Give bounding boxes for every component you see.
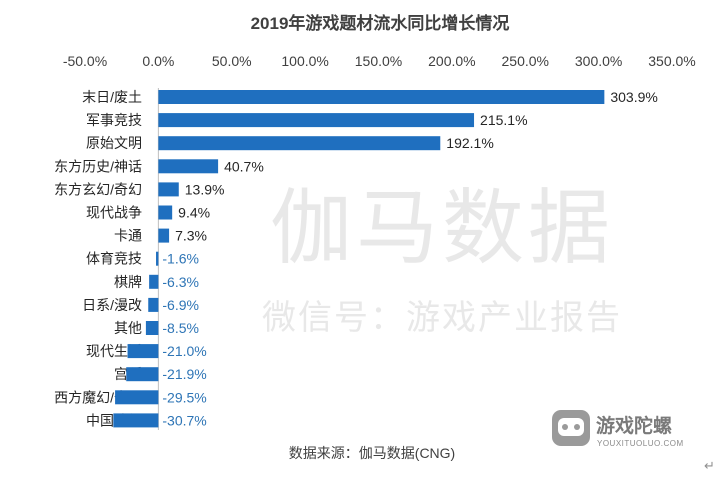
- bar: [113, 413, 159, 428]
- watermark: 伽马数据 微信号：游戏产业报告: [262, 183, 622, 337]
- data-label: -8.5%: [162, 320, 199, 336]
- bar: [126, 367, 159, 382]
- bar: [158, 113, 475, 128]
- x-tick-label: -50.0%: [63, 53, 107, 69]
- watermark-main: 伽马数据: [270, 183, 614, 274]
- data-label: -1.6%: [162, 251, 199, 267]
- bar: [145, 321, 159, 335]
- x-tick-label: 100.0%: [281, 53, 328, 69]
- bar: [158, 159, 219, 174]
- data-label: 13.9%: [185, 181, 225, 197]
- source-note: 数据来源：伽马数据(CNG): [289, 445, 455, 461]
- x-tick-label: 50.0%: [212, 53, 252, 69]
- brand-logo: 游戏陀螺 YOUXITUOLUO.COM: [545, 401, 689, 455]
- bar: [148, 297, 159, 312]
- bar: [158, 90, 605, 104]
- chart-title: 2019年游戏题材流水同比增长情况: [251, 13, 510, 33]
- data-label: -6.3%: [162, 274, 199, 290]
- category-label: 现代战争: [86, 205, 142, 221]
- data-label: 40.7%: [224, 158, 264, 174]
- watermark-sub: 微信号：游戏产业报告: [262, 299, 622, 337]
- data-label: 303.9%: [610, 89, 657, 105]
- category-label: 末日/废土: [82, 89, 142, 105]
- category-label: 日系/漫改: [82, 297, 142, 313]
- bar: [158, 182, 179, 197]
- category-label: 棋牌: [114, 274, 142, 290]
- data-label: 192.1%: [446, 135, 493, 151]
- brand-url: YOUXITUOLUO.COM: [597, 439, 684, 448]
- bar: [158, 228, 170, 243]
- bar: [158, 205, 173, 220]
- category-label: 东方历史/神话: [54, 158, 142, 174]
- data-label: -30.7%: [162, 412, 206, 428]
- bar: [127, 344, 159, 359]
- bar: [149, 274, 159, 289]
- category-label: 其他: [114, 320, 142, 336]
- x-tick-label: 0.0%: [142, 53, 174, 69]
- data-label: -29.5%: [162, 389, 206, 405]
- return-mark: ↵: [704, 458, 715, 473]
- data-label: -21.0%: [162, 343, 206, 359]
- data-labels: 303.9% 215.1% 192.1% 40.7% 13.9% 9.4% 7.3% -1.6…: [162, 89, 657, 428]
- data-label: 9.4%: [178, 205, 210, 221]
- gamepad-logo-icon: [552, 410, 590, 446]
- x-tick-label: 250.0%: [502, 53, 549, 69]
- data-label: -21.9%: [162, 366, 206, 382]
- data-label: 215.1%: [480, 112, 527, 128]
- bar: [156, 251, 159, 266]
- category-label: 体育竞技: [86, 251, 142, 267]
- x-tick-label: 300.0%: [575, 53, 622, 69]
- data-label: -6.9%: [162, 297, 199, 313]
- bars: [113, 90, 605, 428]
- x-axis-ticks: -50.0% 0.0% 50.0% 100.0% 150.0% 200.0% 250.0% 3…: [63, 53, 696, 69]
- x-tick-label: 350.0%: [648, 53, 695, 69]
- category-label: 东方玄幻/奇幻: [54, 181, 142, 197]
- data-label: 7.3%: [175, 228, 207, 244]
- x-tick-label: 200.0%: [428, 53, 475, 69]
- brand-name: 游戏陀螺: [596, 414, 672, 437]
- category-label: 原始文明: [86, 135, 142, 151]
- category-label: 卡通: [114, 228, 142, 244]
- category-label: 军事竞技: [86, 112, 142, 128]
- bar: [115, 390, 159, 405]
- bar: [158, 136, 441, 151]
- x-tick-label: 150.0%: [355, 53, 402, 69]
